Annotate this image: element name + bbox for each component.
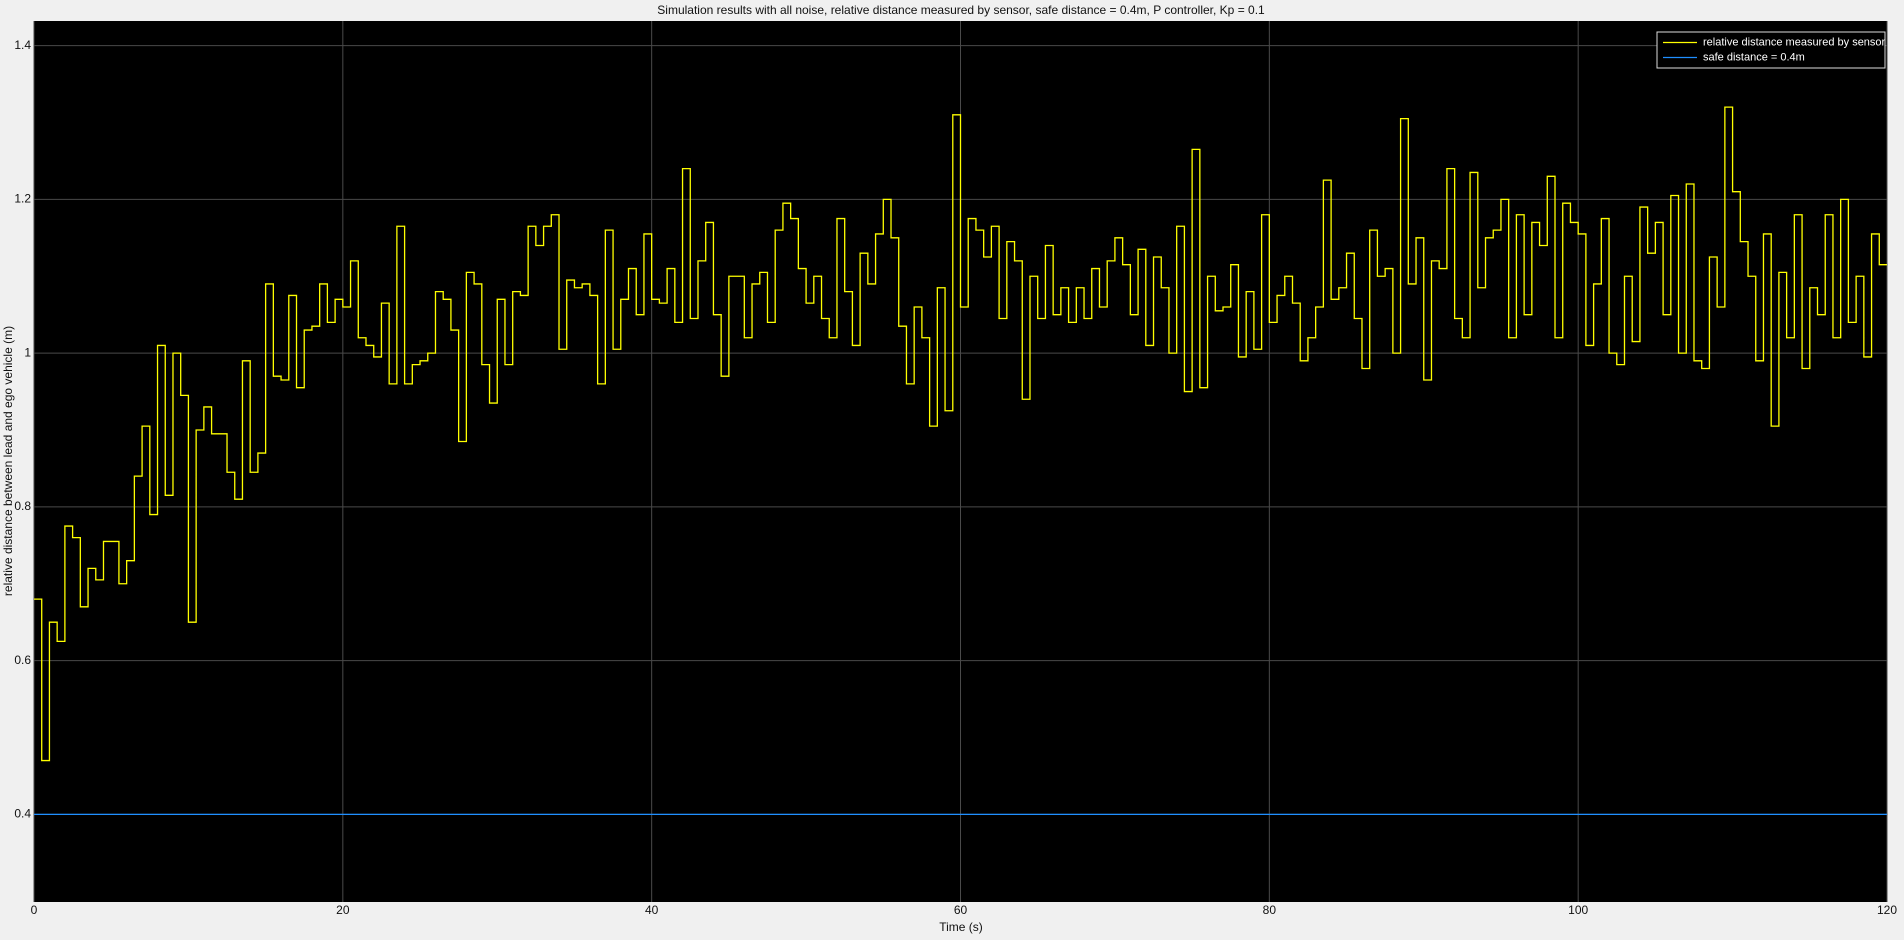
y-tick-label: 1.4 <box>14 38 31 52</box>
x-tick-label: 20 <box>336 903 350 917</box>
x-axis-label: Time (s) <box>939 920 983 934</box>
x-tick-label: 0 <box>31 903 38 917</box>
x-tick-label: 60 <box>954 903 968 917</box>
x-tick-label: 40 <box>645 903 659 917</box>
y-tick-label: 0.4 <box>14 807 31 821</box>
x-tick-label: 100 <box>1568 903 1588 917</box>
x-tick-label: 120 <box>1877 903 1897 917</box>
legend-label: safe distance = 0.4m <box>1703 51 1805 63</box>
x-tick-label: 80 <box>1263 903 1277 917</box>
y-tick-label: 1.2 <box>14 192 31 206</box>
legend-box <box>1656 31 1886 69</box>
y-axis-label: relative distance between lead and ego v… <box>1 326 15 596</box>
y-tick-label: 1 <box>24 345 31 359</box>
legend-label: relative distance measured by sensor <box>1703 36 1886 48</box>
y-tick-label: 0.6 <box>14 653 31 667</box>
chart-title: Simulation results with all noise, relat… <box>657 3 1265 17</box>
data-line <box>34 106 1887 762</box>
y-tick-label: 0.8 <box>14 499 31 513</box>
